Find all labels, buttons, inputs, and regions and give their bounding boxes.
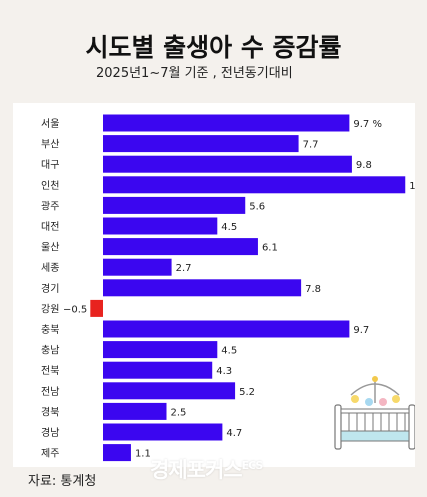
category-label: 충북: [41, 324, 59, 336]
bar: [103, 341, 218, 359]
category-label: 경북: [41, 405, 59, 418]
logo-mark: ECS: [241, 459, 264, 472]
bar: [103, 258, 172, 276]
bar-chart: 서울 9.7 % 부산 7.7 대구 9.8 인천 11.9 광주 5.6 대전 4.5 울산 6.1 세종…: [41, 114, 415, 462]
category-label: 경기: [41, 282, 59, 295]
bar: [103, 423, 223, 441]
value-label: 4.5: [221, 346, 237, 357]
category-label: 인천: [41, 180, 59, 192]
value-label: 9.8: [356, 160, 372, 171]
bar: [103, 217, 218, 235]
bar: [103, 361, 213, 379]
bar: [103, 176, 406, 194]
category-label: 대구: [41, 159, 59, 171]
category-label: 울산: [41, 242, 59, 254]
category-label: 경남: [41, 426, 59, 439]
value-label: 4.5: [221, 222, 237, 233]
value-label: 6.1: [262, 243, 278, 254]
bar: [103, 444, 131, 462]
value-label: 7.8: [305, 284, 321, 295]
value-label: 7.7: [303, 140, 319, 151]
value-label: 5.2: [239, 387, 255, 398]
value-label: 4.3: [216, 366, 232, 377]
category-label: 서울: [41, 118, 59, 130]
chart-title: 시도별 출생아 수 증감률: [85, 33, 342, 62]
bar: [103, 402, 167, 420]
bar: [103, 196, 246, 214]
category-label: 충남: [41, 345, 59, 357]
value-label: 5.6: [249, 201, 265, 212]
bar: [103, 382, 236, 400]
bar: [103, 238, 258, 256]
bar: [103, 155, 352, 173]
category-label: 전북: [41, 365, 59, 377]
bar: [90, 299, 103, 317]
chart-subtitle: 2025년1~7월 기준 , 전년동기대비: [96, 66, 293, 81]
value-label: 4.7: [226, 428, 242, 439]
value-label: 9.7 %: [353, 119, 382, 130]
value-label: 2.5: [171, 407, 187, 418]
category-label: 부산: [41, 139, 59, 151]
source-note: 자료: 통계청: [28, 474, 97, 489]
bar: [103, 320, 350, 338]
category-label: 광주: [41, 200, 59, 212]
bar: [103, 114, 350, 132]
value-label: −0.5: [63, 304, 87, 315]
bar: [103, 135, 299, 153]
category-label: 대전: [41, 221, 59, 233]
chart-panel: 서울 9.7 % 부산 7.7 대구 9.8 인천 11.9 광주 5.6 대전 4.5 울산 6.1 세종…: [13, 103, 415, 467]
value-label: 2.7: [176, 263, 192, 274]
publisher-logo: 경제포커스ECS: [150, 454, 264, 484]
logo-text: 경제포커스: [150, 458, 243, 482]
category-label: 전남: [41, 386, 59, 398]
bar: [103, 279, 302, 297]
value-label: 9.7: [353, 325, 369, 336]
category-label: 세종: [41, 262, 59, 274]
category-label: 제주: [41, 448, 59, 460]
baby-crib-illustration: [334, 376, 415, 450]
category-label: 강원: [41, 303, 59, 315]
value-label: 11.9: [409, 181, 415, 192]
value-label: 1.1: [135, 449, 151, 460]
